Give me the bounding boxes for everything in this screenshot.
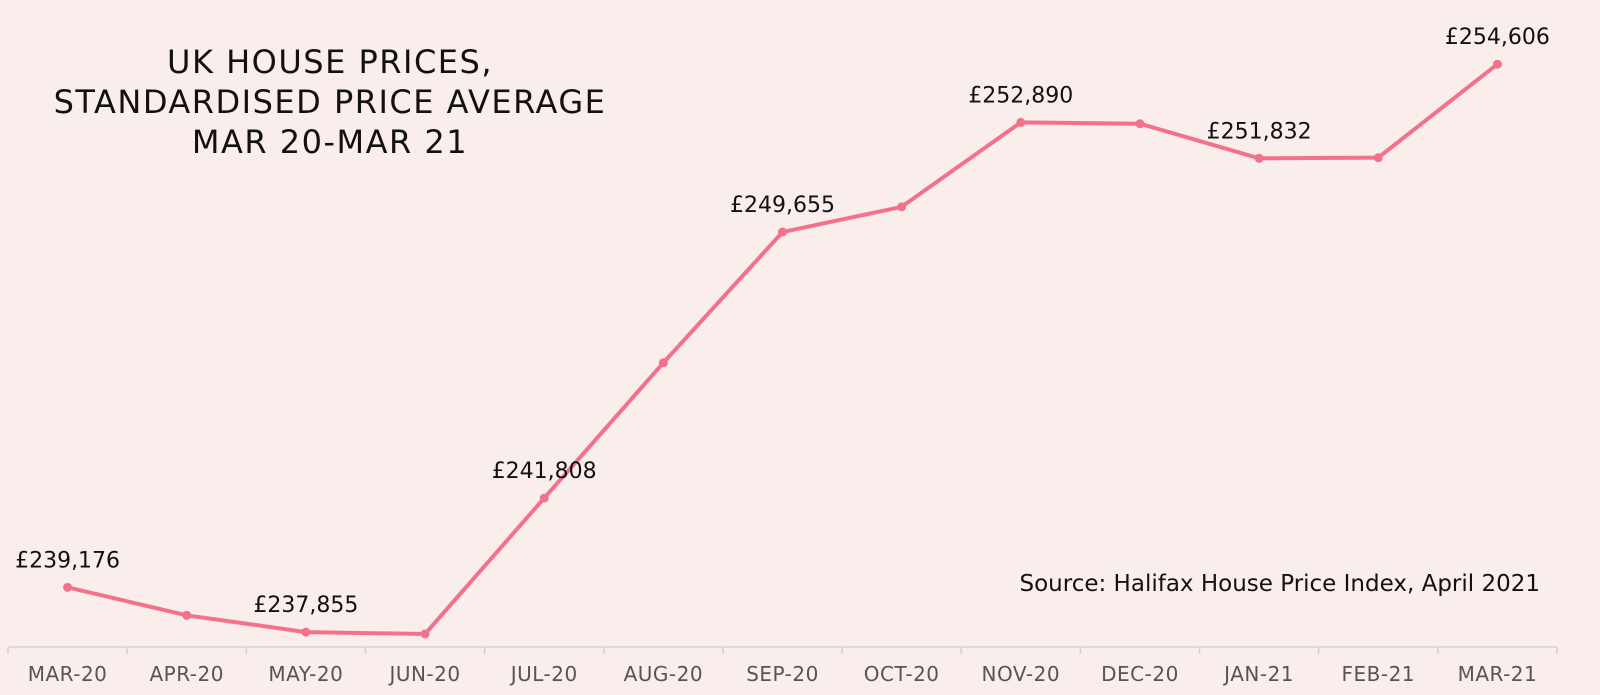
x-tick-label: JAN-21 <box>1222 662 1294 686</box>
chart-title-line-3: MAR 20-MAR 21 <box>191 123 469 161</box>
x-tick-label: AUG-20 <box>624 662 703 686</box>
x-tick-label: SEP-20 <box>746 662 819 686</box>
data-point <box>1016 117 1026 127</box>
x-tick-label: APR-20 <box>149 662 224 686</box>
data-point <box>1135 119 1145 129</box>
x-tick-label: MAR-21 <box>1458 662 1538 686</box>
data-label: £251,832 <box>1207 119 1312 144</box>
x-axis: MAR-20 APR-20 MAY-20 JUN-20 JUL-20 AUG-20 SEP-… <box>7 646 1558 686</box>
x-tick-label: JUN-20 <box>387 662 460 686</box>
data-label: £241,808 <box>492 459 597 484</box>
data-point <box>897 202 907 212</box>
x-tick-label: DEC-20 <box>1101 662 1179 686</box>
source-note: Source: Halifax House Price Index, April… <box>1019 571 1541 597</box>
data-point <box>1373 153 1383 163</box>
x-tick-label: NOV-20 <box>982 662 1061 686</box>
data-point <box>1492 59 1502 69</box>
chart-title: UK HOUSE PRICES, STANDARDISED PRICE AVER… <box>20 42 640 162</box>
data-point <box>539 493 549 503</box>
data-label: £252,890 <box>968 83 1073 108</box>
x-tick-label: JUL-20 <box>509 662 578 686</box>
data-point <box>63 582 73 592</box>
data-point <box>182 610 192 620</box>
x-tick-label: MAY-20 <box>268 662 343 686</box>
x-tick-label: MAR-20 <box>28 662 108 686</box>
data-label: £239,176 <box>15 548 120 573</box>
chart-title-line-1: UK HOUSE PRICES, <box>167 43 493 81</box>
chart-title-line-2: STANDARDISED PRICE AVERAGE <box>53 83 607 121</box>
x-tick-label: FEB-21 <box>1342 662 1416 686</box>
data-labels: £239,176 £237,855 £241,808 £249,655 £252,890… <box>15 25 1550 618</box>
data-point <box>420 629 430 639</box>
data-point <box>301 627 311 637</box>
price-series <box>63 59 1502 639</box>
x-tick-label: OCT-20 <box>864 662 940 686</box>
data-point <box>1254 153 1264 163</box>
data-label: £237,855 <box>253 593 358 618</box>
data-point <box>778 227 787 237</box>
data-label: £254,606 <box>1445 25 1550 50</box>
data-label: £249,655 <box>730 193 835 218</box>
data-point <box>658 358 668 368</box>
